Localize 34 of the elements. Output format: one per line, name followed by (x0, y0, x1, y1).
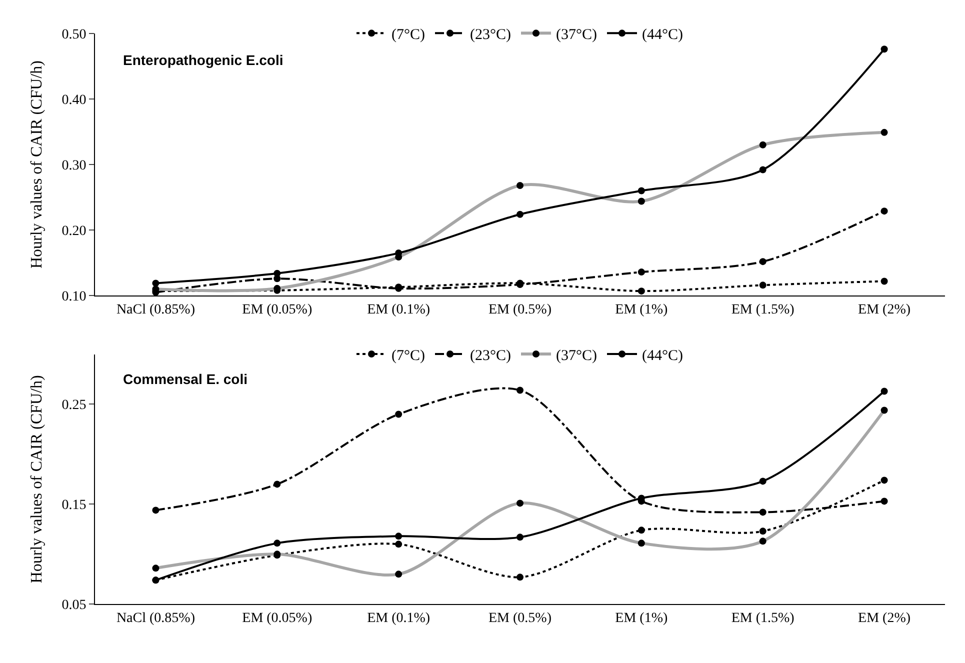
x-tick-label: EM (0.1%) (367, 610, 430, 626)
y-axis-title: Hourly values of CAIR (CFU/h) (28, 375, 46, 584)
y-tick-label: 0.25 (62, 398, 86, 414)
x-tick-label: EM (0.05%) (242, 610, 312, 626)
y-tick-label: 0.30 (62, 158, 86, 174)
y-tick-label: 0.20 (62, 224, 86, 239)
x-tick-label: EM (0.1%) (367, 302, 430, 318)
legend-label: (7°C) (392, 27, 425, 44)
legend-label: (23°C) (470, 27, 511, 44)
x-tick-label: NaCl (0.85%) (116, 302, 196, 318)
y-tick-label: 0.05 (62, 598, 86, 614)
text: Enteropathogenic E.coli (123, 52, 284, 68)
x-tick-label: EM (2%) (858, 610, 911, 626)
x-tick-label: EM (1%) (615, 302, 668, 318)
y-tick-label: 0.50 (62, 27, 86, 42)
x-tick-label: EM (0.5%) (488, 610, 552, 626)
x-tick-label: NaCl (0.85%) (116, 610, 196, 626)
x-tick-label: EM (0.5%) (488, 302, 552, 318)
y-tick-label: 0.15 (62, 498, 86, 514)
x-tick-label: EM (0.05%) (242, 302, 312, 318)
legend-label: (7°C) (392, 348, 425, 364)
x-tick-label: EM (1%) (615, 610, 668, 626)
legend-label: (37°C) (556, 348, 597, 364)
legend-label: (44°C) (642, 27, 683, 44)
y-tick-label: 0.10 (62, 290, 86, 305)
text: Commensal E. coli (123, 371, 248, 387)
x-tick-label: EM (1.5%) (731, 610, 795, 626)
y-tick-label: 0.40 (62, 92, 86, 108)
legend-label: (44°C) (642, 348, 683, 364)
y-axis-title: Hourly values of CAIR (CFU/h) (28, 60, 46, 269)
x-tick-label: EM (2%) (858, 302, 911, 318)
legend-label: (23°C) (470, 348, 511, 364)
x-tick-label: EM (1.5%) (731, 302, 795, 318)
legend-label: (37°C) (556, 27, 597, 44)
